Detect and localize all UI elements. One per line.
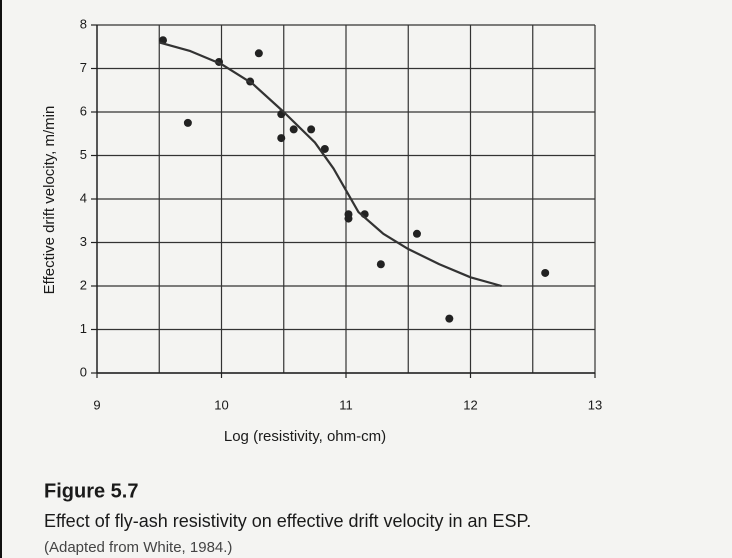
caption: Effect of fly-ash resistivity on effecti… [44,511,531,531]
figure-label: Figure 5.7 [44,480,138,502]
data-point [254,49,263,58]
y-tick-label: 5 [80,147,87,162]
x-tick-label: 11 [339,397,353,412]
y-tick-label: 3 [80,234,87,249]
x-tick-label: 13 [588,397,602,412]
data-point [277,134,286,143]
data-point [445,314,454,323]
data-point [541,268,550,277]
x-tick-label: 10 [214,397,228,412]
data-point [183,118,192,127]
y-tick-label: 2 [80,277,87,292]
y-tick-label: 8 [80,16,87,31]
data-point [412,229,421,238]
data-point [376,260,385,269]
data-point [320,144,329,153]
x-tick-label: 12 [463,397,477,412]
data-point [344,214,353,223]
y-tick-label: 0 [80,364,87,379]
source: (Adapted from White, 1984.) [44,539,232,556]
fit-curve [158,41,502,288]
x-axis-label: Log (resistivity, ohm-cm) [224,428,386,445]
y-axis-label: Effective drift velocity, m/min [41,106,58,295]
data-point [289,125,298,134]
data-point [307,125,316,134]
y-tick-label: 1 [80,321,87,336]
x-tick-label: 9 [93,397,100,412]
y-tick-label: 4 [80,190,87,205]
y-tick-label: 6 [80,103,87,118]
y-tick-label: 7 [80,60,87,75]
